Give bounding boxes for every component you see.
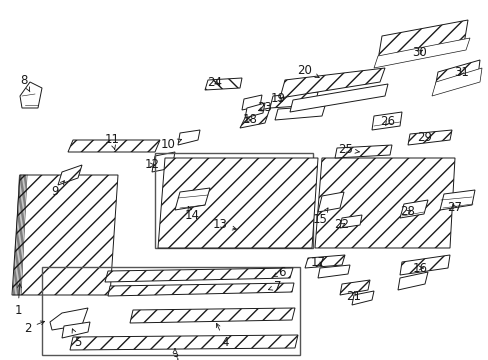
Polygon shape — [334, 145, 391, 158]
Polygon shape — [373, 38, 469, 68]
Polygon shape — [269, 92, 317, 108]
Text: 22: 22 — [334, 219, 349, 231]
Text: 15: 15 — [312, 208, 327, 226]
Polygon shape — [62, 322, 90, 338]
Polygon shape — [12, 175, 118, 295]
Polygon shape — [317, 265, 349, 278]
Text: 1: 1 — [14, 284, 21, 316]
Polygon shape — [204, 78, 242, 90]
Polygon shape — [58, 165, 82, 185]
Text: 30: 30 — [412, 45, 427, 58]
Polygon shape — [289, 84, 387, 112]
Text: 16: 16 — [412, 261, 427, 274]
Polygon shape — [240, 108, 269, 128]
Polygon shape — [50, 308, 88, 330]
Text: 19: 19 — [270, 91, 285, 104]
Polygon shape — [407, 130, 451, 145]
Polygon shape — [339, 215, 361, 228]
Text: 5: 5 — [72, 329, 81, 348]
Polygon shape — [242, 95, 262, 110]
Text: 10: 10 — [160, 139, 181, 152]
Polygon shape — [274, 106, 325, 120]
Text: 13: 13 — [212, 219, 236, 231]
Polygon shape — [244, 103, 264, 118]
Text: 24: 24 — [207, 76, 222, 89]
Polygon shape — [397, 272, 427, 290]
Polygon shape — [68, 140, 160, 152]
Polygon shape — [339, 280, 369, 295]
Text: 25: 25 — [338, 144, 359, 157]
Polygon shape — [105, 268, 292, 282]
Text: 7: 7 — [268, 279, 281, 292]
Polygon shape — [305, 255, 345, 268]
Text: 14: 14 — [184, 207, 199, 222]
Polygon shape — [371, 112, 401, 130]
Text: 31: 31 — [454, 66, 468, 78]
Polygon shape — [434, 60, 479, 88]
Polygon shape — [175, 188, 209, 210]
Text: 26: 26 — [380, 116, 395, 129]
Polygon shape — [70, 335, 297, 350]
Text: 2: 2 — [24, 321, 44, 334]
Text: 21: 21 — [346, 289, 361, 302]
Text: 29: 29 — [417, 131, 431, 144]
Polygon shape — [130, 308, 294, 323]
Polygon shape — [178, 130, 200, 145]
Polygon shape — [439, 190, 474, 210]
Text: 4: 4 — [216, 323, 228, 348]
Text: 17: 17 — [310, 256, 325, 270]
Bar — [155, 153, 312, 248]
Text: 12: 12 — [144, 158, 159, 171]
Text: 6: 6 — [272, 265, 285, 279]
Text: 18: 18 — [242, 113, 257, 126]
Polygon shape — [158, 158, 317, 248]
Text: 3: 3 — [171, 348, 178, 360]
Polygon shape — [314, 158, 454, 248]
Bar — [42, 267, 299, 355]
Polygon shape — [108, 283, 293, 296]
Polygon shape — [351, 291, 373, 305]
Text: 23: 23 — [257, 102, 272, 114]
Polygon shape — [399, 255, 449, 275]
Polygon shape — [152, 152, 175, 172]
Polygon shape — [377, 20, 467, 60]
Text: 8: 8 — [20, 73, 30, 92]
Text: 9: 9 — [51, 181, 64, 198]
Text: 27: 27 — [447, 202, 462, 215]
Polygon shape — [399, 200, 427, 218]
Polygon shape — [20, 82, 42, 108]
Polygon shape — [280, 68, 384, 98]
Text: 20: 20 — [297, 63, 319, 77]
Text: 28: 28 — [400, 206, 415, 219]
Text: 11: 11 — [104, 134, 119, 149]
Polygon shape — [431, 68, 481, 96]
Polygon shape — [317, 192, 343, 212]
